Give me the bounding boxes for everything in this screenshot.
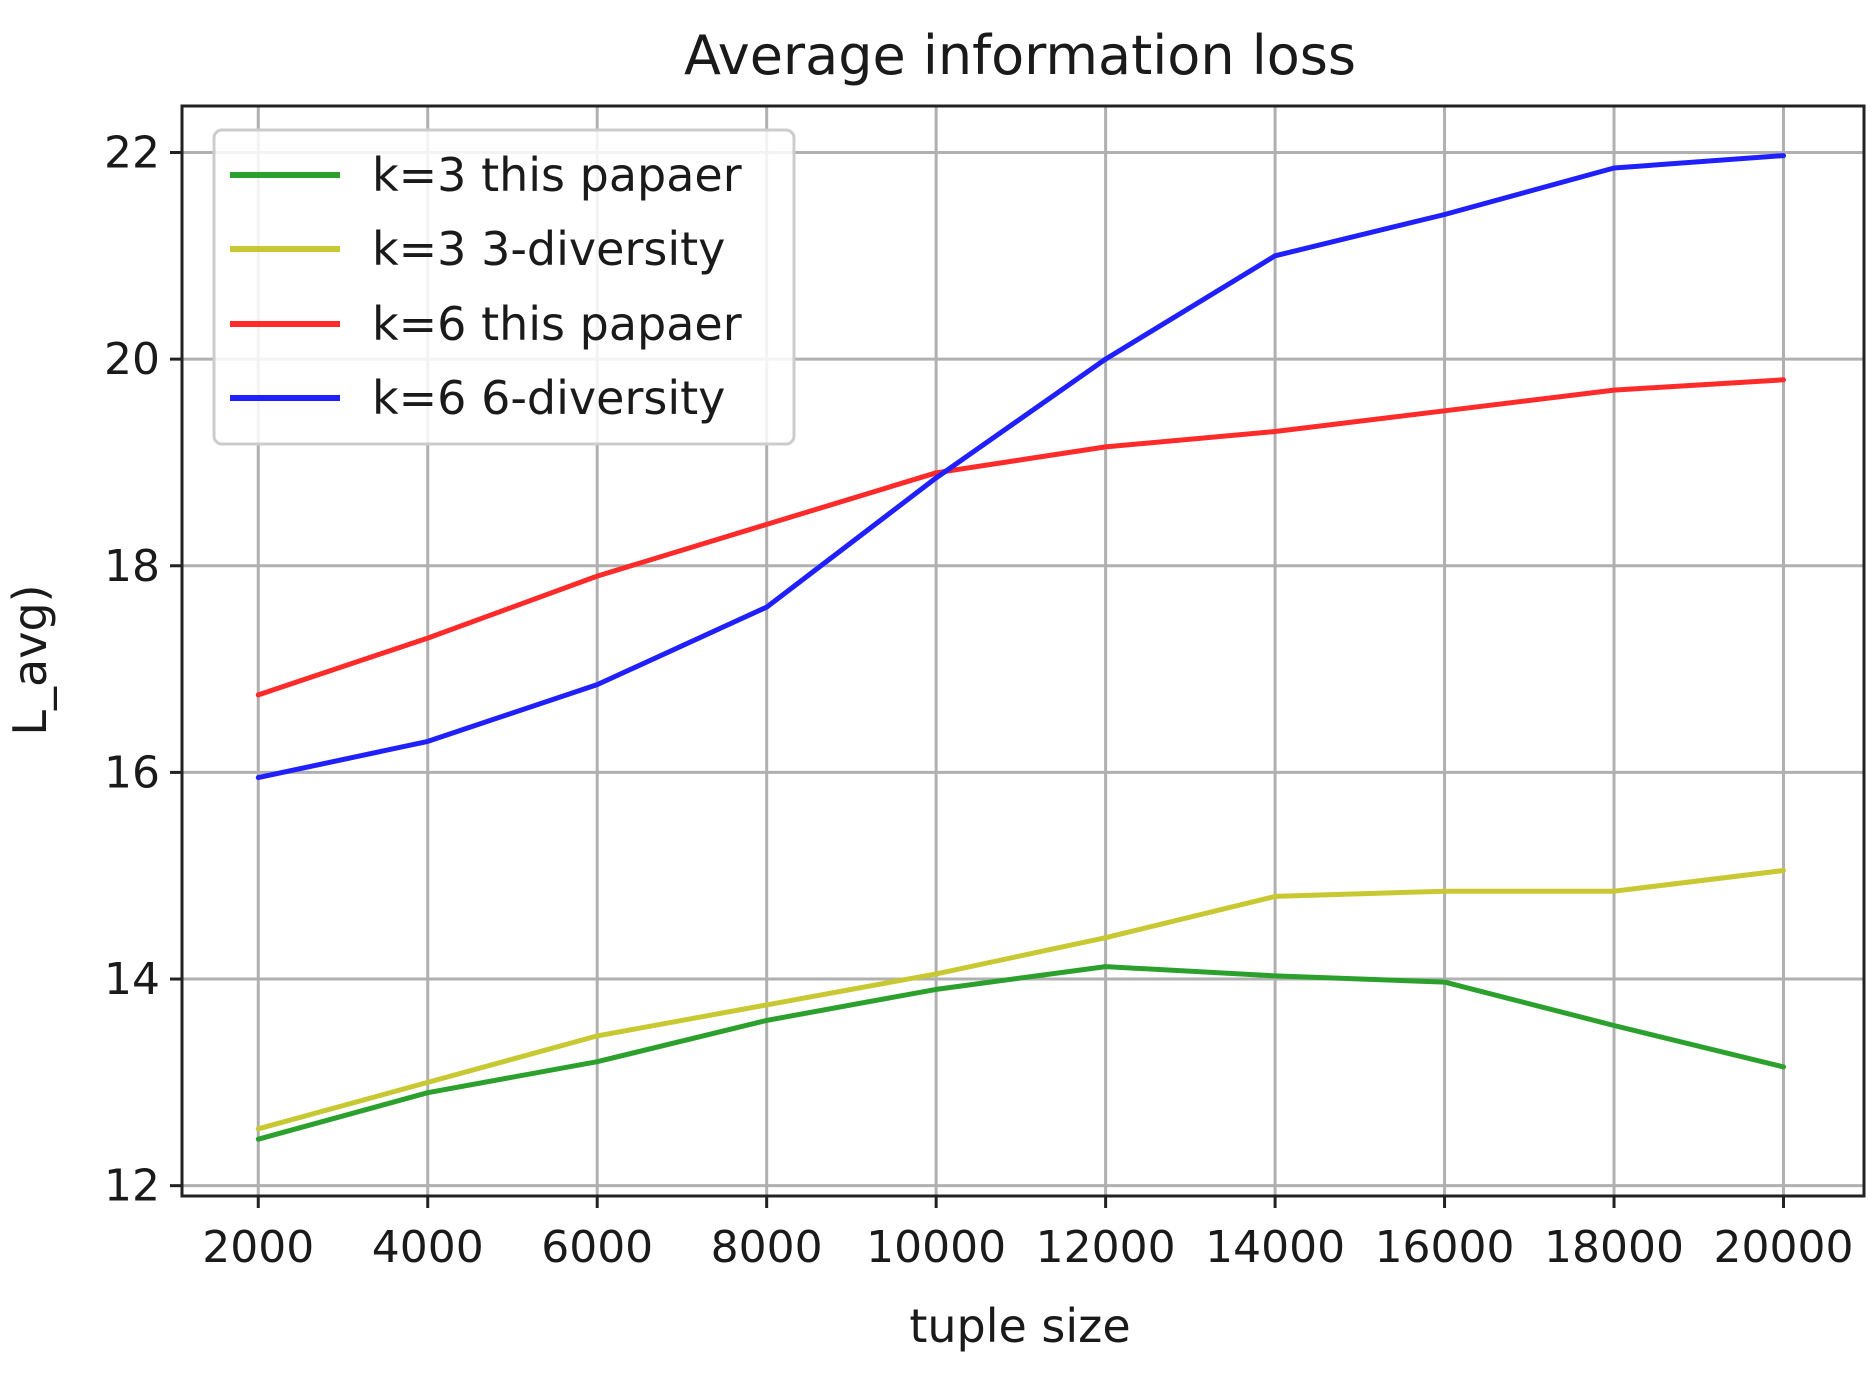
y-tick-label: 22 [104,127,160,178]
legend-box [212,128,796,446]
y-axis-ticks: 12 14 16 18 20 22 [104,127,182,1212]
legend-label: k=3 this papaer [372,148,742,202]
legend-label: k=6 this papaer [372,297,742,351]
legend-label: k=3 3-diversity [372,222,725,276]
x-tick-label: 20000 [1714,1222,1854,1273]
x-tick-label: 8000 [711,1222,823,1273]
x-tick-label: 16000 [1375,1222,1515,1273]
y-tick-label: 12 [104,1161,160,1212]
x-tick-label: 4000 [372,1222,484,1273]
series-line-2 [255,868,1786,1132]
y-tick-label: 14 [104,954,160,1005]
y-tick-label: 16 [104,747,160,798]
legend-label: k=6 6-diversity [372,371,725,425]
plot-frame [180,104,1866,1198]
y-tick-label: 18 [104,541,160,592]
x-tick-label: 12000 [1036,1222,1176,1273]
x-tick-label: 10000 [866,1222,1006,1273]
x-tick-label: 14000 [1205,1222,1345,1273]
series-lines [255,153,1786,1142]
x-tick-label: 18000 [1544,1222,1684,1273]
chart-title: Average information loss [684,24,1356,87]
y-axis-label: L_avg) [3,584,57,735]
y-tick-label: 20 [104,334,160,385]
series-line-1 [255,964,1786,1142]
legend: k=3 this papaer k=3 3-diversity k=6 this… [212,128,796,446]
x-axis-label: tuple size [909,1299,1130,1353]
series-line-4 [255,153,1786,781]
x-tick-label: 6000 [541,1222,653,1273]
x-axis-ticks: 2000 4000 6000 8000 10000 12000 14000 16000 1800… [202,1196,1853,1273]
x-tick-label: 2000 [202,1222,314,1273]
series-line-3 [255,377,1786,698]
